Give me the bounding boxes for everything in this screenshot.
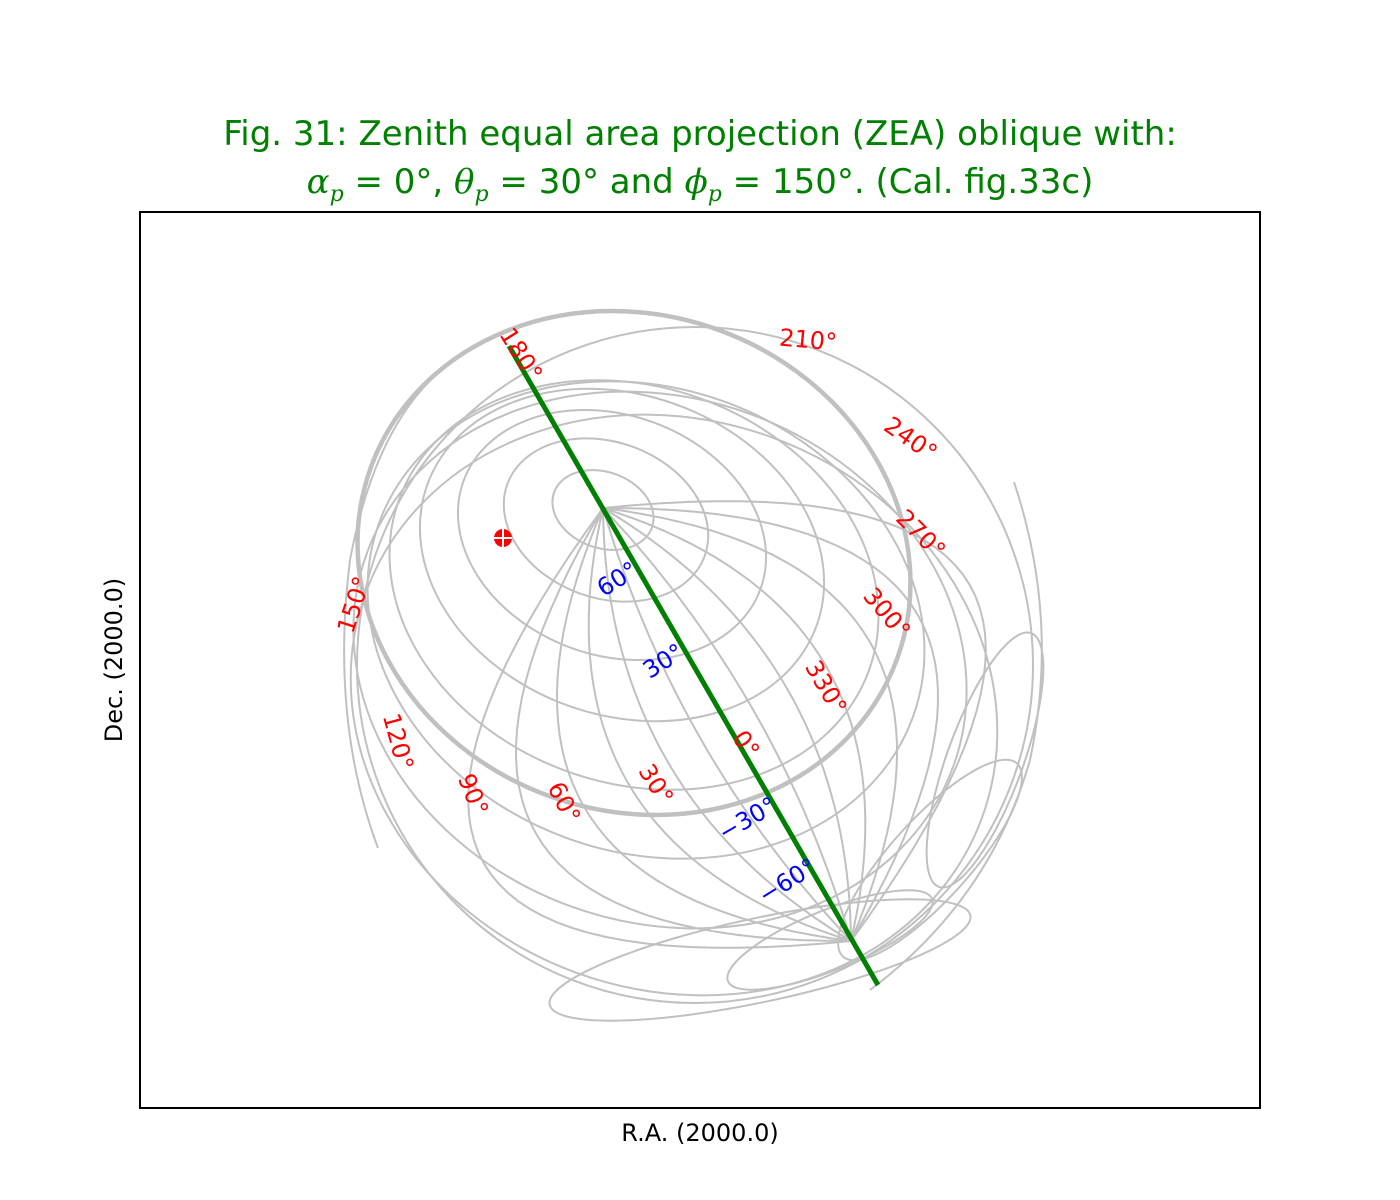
title-theta-value: = 30° [489, 162, 599, 202]
parallel-line [366, 380, 926, 860]
title-phi-subscript: p [708, 182, 722, 207]
prime-meridian-line [506, 344, 881, 987]
graticule [343, 308, 1045, 1022]
projection-boundary-circle [356, 326, 1034, 1004]
y-axis-label: Dec. (2000.0) [100, 578, 128, 742]
title-alpha-subscript: p [330, 182, 344, 207]
meridian-line [602, 507, 899, 942]
graticule-loop [726, 889, 934, 991]
meridian-line [602, 507, 867, 942]
title-line-2: αp = 0°, θp = 30° and ϕp = 150°. (Cal. f… [307, 162, 1094, 207]
title-alpha-symbol: α [307, 162, 330, 202]
title-theta-symbol: θ [454, 162, 474, 202]
parallel-line [418, 387, 826, 723]
longitude-label: 210° [778, 324, 838, 357]
equator-line [355, 308, 913, 818]
title-phi-symbol: ϕ [685, 162, 708, 202]
red-marker [494, 529, 512, 547]
meridian-line [602, 507, 852, 942]
boundary-arc-right [869, 481, 1043, 991]
meridian-line [602, 507, 852, 942]
parallel-line [502, 437, 710, 603]
graticule-loop [837, 758, 1023, 962]
parallel-line [352, 390, 968, 930]
meridian-line [602, 507, 939, 942]
prime-meridian [506, 344, 881, 987]
parallel-line [349, 413, 999, 997]
title-theta-subscript: p [475, 182, 489, 207]
meridian-line [587, 507, 852, 942]
parallel-line [551, 469, 655, 551]
x-axis-label: R.A. (2000.0) [621, 1119, 778, 1147]
meridian-line [602, 507, 852, 942]
plot-frame [139, 211, 1261, 1109]
title-alpha-value: = 0°, [344, 162, 454, 202]
graticule-loop [548, 898, 972, 1022]
title-line-1: Fig. 31: Zenith equal area projection (Z… [223, 114, 1177, 154]
title-phi-value: = 150°. (Cal. fig.33c) [722, 162, 1094, 202]
meridian-line [602, 507, 852, 942]
meridian-line [467, 507, 852, 949]
projection-boundary [356, 326, 1034, 1004]
title-and: and [599, 162, 685, 202]
